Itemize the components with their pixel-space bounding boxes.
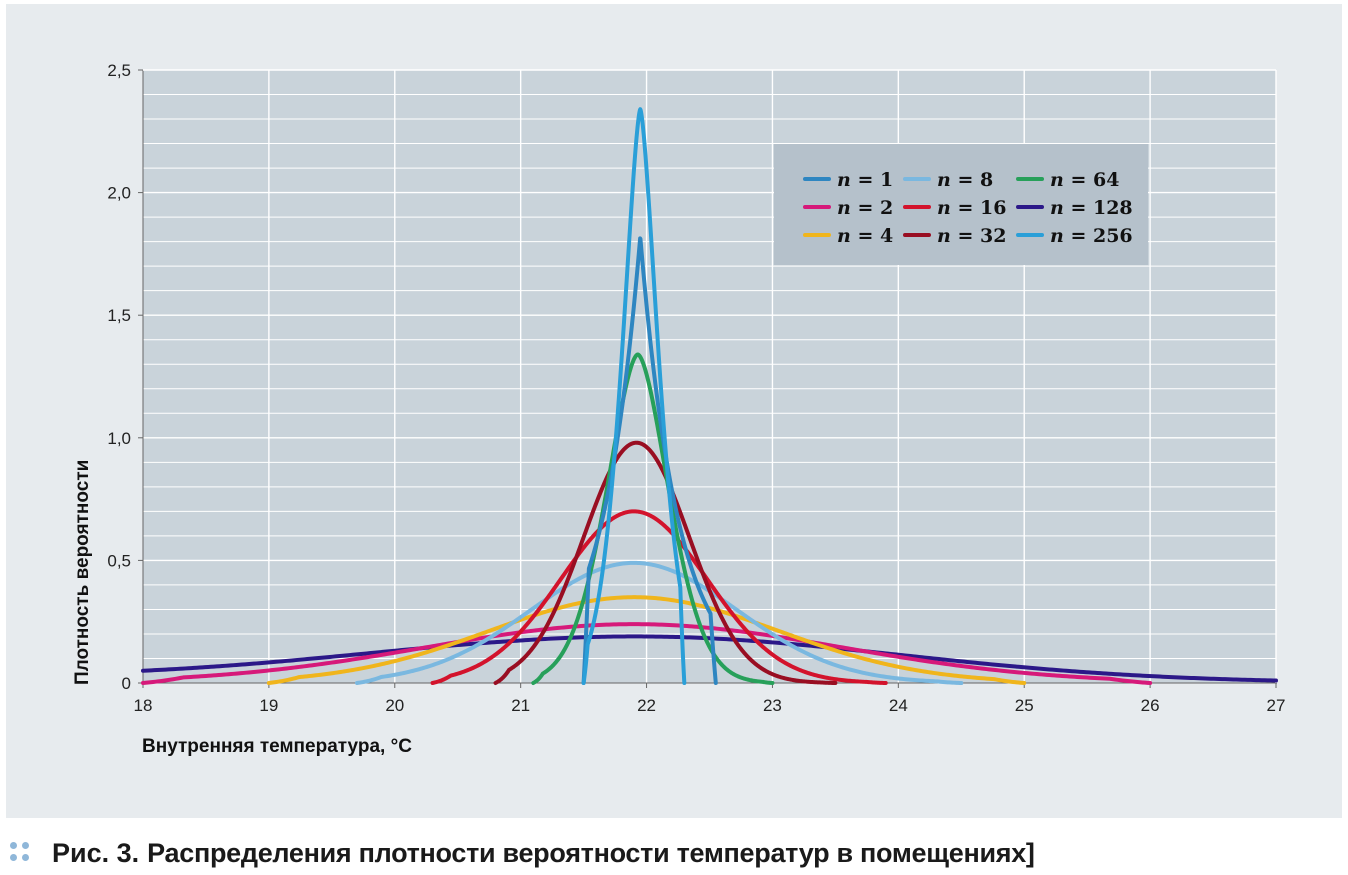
figure-caption: Рис. 3. Распределения плотности вероятно… <box>10 836 1035 870</box>
x-tick-label: 21 <box>511 696 530 715</box>
x-tick-label: 27 <box>1267 696 1286 715</box>
caption-label: Рис. 3. <box>52 837 140 868</box>
legend-label-n-2: n = 2 <box>837 197 893 219</box>
y-tick-label: 0 <box>122 674 131 693</box>
legend-box <box>774 144 1148 265</box>
series-line-n-8 <box>355 560 964 685</box>
series-line-n-2 <box>141 622 1153 685</box>
series-line-n-128 <box>141 634 1278 683</box>
y-tick-label: 2,0 <box>107 184 131 203</box>
y-axis-title: Плотность вероятности <box>72 460 93 685</box>
legend-label-n-4: n = 4 <box>837 225 893 247</box>
legend-label-n-256: n = 256 <box>1050 225 1133 247</box>
legend-label-n-128: n = 128 <box>1050 197 1133 219</box>
y-tick-label: 1,0 <box>107 429 131 448</box>
y-tick-label: 1,5 <box>107 306 131 325</box>
y-tick-label: 0,5 <box>107 551 131 570</box>
x-tick-label: 24 <box>889 696 908 715</box>
y-tick-label: 2,5 <box>107 61 131 80</box>
legend-label-n-32: n = 32 <box>937 225 1006 247</box>
legend-label-n-64: n = 64 <box>1050 169 1119 191</box>
legend-label-n-16: n = 16 <box>937 197 1006 219</box>
series-line-n-16 <box>430 509 888 685</box>
caption-text: Распределения плотности вероятности темп… <box>147 837 1035 868</box>
series-line-n-64 <box>531 352 775 685</box>
legend: n = 1 n = 8 n = 64 n = 2 n = 16 n = 128 n = 4 n… <box>774 144 1148 265</box>
series-line-n-4 <box>266 595 1027 685</box>
legend-label-n-1: n = 1 <box>837 169 893 191</box>
x-axis-title: Внутренняя температура, °C <box>142 736 412 757</box>
legend-label-n-8: n = 8 <box>937 169 993 191</box>
x-tick-label: 20 <box>385 696 404 715</box>
x-tick-label: 18 <box>134 696 153 715</box>
series-line-n-256 <box>581 107 687 685</box>
x-tick-label: 22 <box>637 696 656 715</box>
bullet-dots-icon <box>10 842 32 864</box>
x-tick-label: 19 <box>259 696 278 715</box>
x-tick-label: 25 <box>1015 696 1034 715</box>
x-tick-label: 26 <box>1141 696 1160 715</box>
x-tick-label: 23 <box>763 696 782 715</box>
series-line-n-1 <box>581 236 718 685</box>
